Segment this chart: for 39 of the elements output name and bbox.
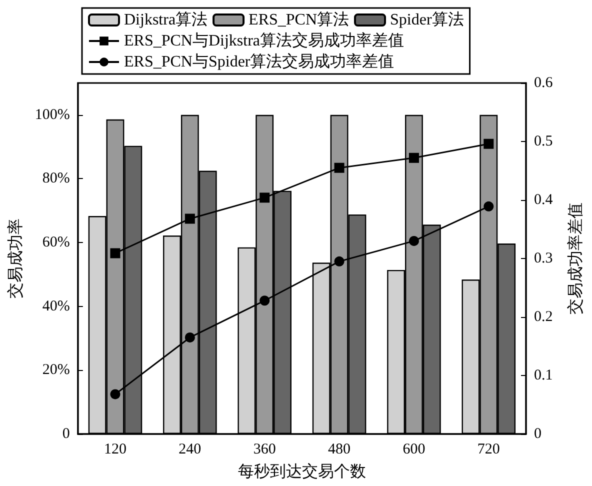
point (408, 236, 419, 246)
y-tick-label: 20% (42, 362, 70, 378)
legend-label: Dijkstra算法 (124, 10, 208, 28)
y-tick-label: 80% (42, 170, 70, 187)
x-tick-label: 120 (104, 442, 126, 458)
point (408, 152, 419, 163)
y2-tick-label: 0.2 (534, 309, 553, 325)
point (110, 248, 120, 258)
y2-tick-label: 0.1 (534, 368, 553, 384)
y-tick-label: 60% (42, 234, 70, 251)
y-tick-label: 100% (34, 106, 70, 123)
point (334, 162, 344, 173)
x-tick-label: 480 (328, 442, 351, 458)
legend-label: ERS_PCN算法 (248, 10, 350, 28)
y2-tick-label: 0.6 (534, 75, 554, 91)
point (484, 138, 494, 149)
legend-label: ERS_PCN与Dijkstra算法交易成功率差值 (124, 32, 404, 50)
y2-tick-label: 0 (534, 426, 542, 442)
point (484, 201, 494, 212)
point (184, 214, 195, 224)
point (260, 192, 270, 203)
legend-label: ERS_PCN与Spider算法交易成功率差值 (124, 52, 394, 70)
y2-axis-title: 交易成功率差值 (566, 202, 584, 314)
point (110, 389, 120, 400)
legend-label: Spider算法 (390, 10, 464, 28)
x-tick-label: 360 (253, 442, 276, 458)
y2-tick-label: 0.5 (534, 134, 553, 150)
y-tick-label: 0 (62, 426, 70, 442)
x-tick-label: 600 (402, 442, 426, 458)
y2-tick-label: 0.4 (534, 192, 554, 208)
x-tick-label: 720 (477, 442, 500, 458)
point (334, 256, 344, 266)
x-axis-title: 每秒到达交易个数 (238, 462, 366, 480)
y2-tick-label: 0.3 (534, 250, 553, 266)
x-tick-label: 240 (178, 442, 202, 458)
point (260, 296, 270, 306)
point (184, 332, 195, 342)
y-tick-label: 40% (42, 298, 70, 314)
y-axis-title: 交易成功率 (6, 218, 24, 298)
